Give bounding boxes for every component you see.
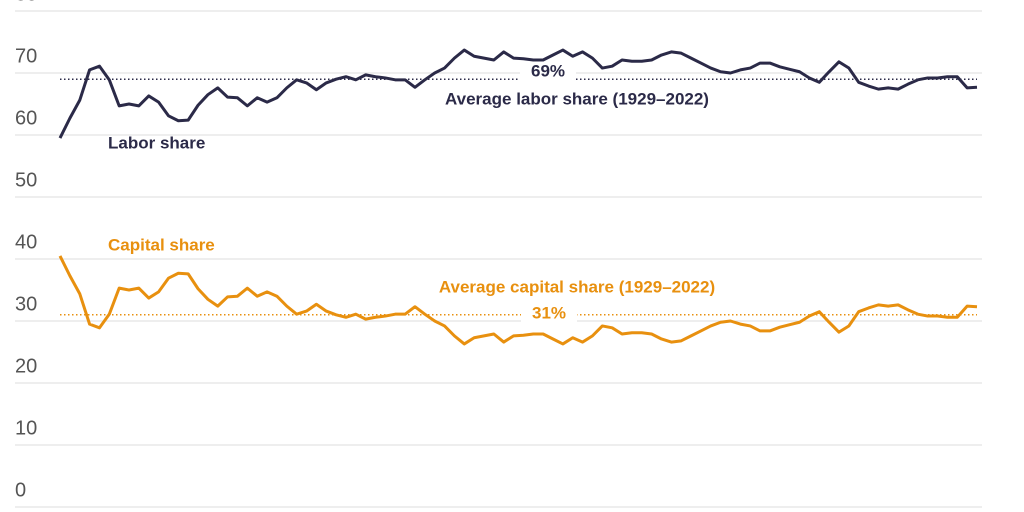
y-tick-label: 80 xyxy=(15,0,37,5)
y-tick-label: 20 xyxy=(15,355,37,377)
average-description: Average labor share (1929–2022) xyxy=(445,90,709,109)
average-value-label: 31% xyxy=(532,303,566,322)
y-tick-label: 70 xyxy=(15,45,37,67)
series-label: Labor share xyxy=(108,133,205,152)
series-label: Capital share xyxy=(108,235,215,254)
y-tick-label: 10 xyxy=(15,417,37,439)
y-tick-label: 0 xyxy=(15,479,26,501)
series-line xyxy=(58,48,978,139)
series-line xyxy=(58,255,978,346)
average-description: Average capital share (1929–2022) xyxy=(439,277,715,296)
y-tick-label: 30 xyxy=(15,293,37,315)
label-background xyxy=(521,303,577,324)
y-tick-label: 50 xyxy=(15,169,37,191)
label-background xyxy=(520,62,576,83)
y-tick-label: 40 xyxy=(15,231,37,253)
y-tick-label: 60 xyxy=(15,107,37,129)
average-value-label: 69% xyxy=(531,62,565,81)
